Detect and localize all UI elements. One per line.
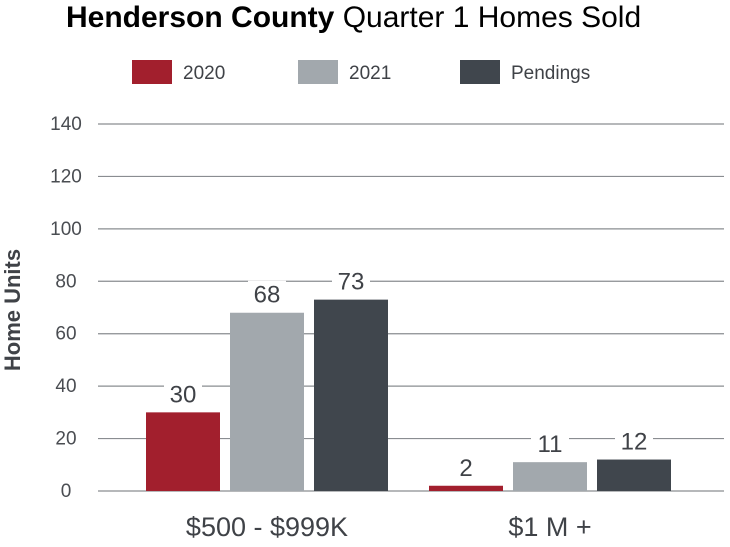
bar-2020 bbox=[146, 412, 220, 491]
y-tick-label: 0 bbox=[61, 481, 72, 502]
y-tick-label: 20 bbox=[55, 429, 76, 450]
data-label-background bbox=[164, 380, 202, 407]
data-labels: 30 68 73 2 11 12 bbox=[164, 267, 653, 482]
data-label-background bbox=[332, 267, 370, 294]
chart-title: Henderson County Quarter 1 Homes Sold bbox=[66, 1, 641, 34]
bar-2021 bbox=[230, 312, 304, 491]
bar-2020 bbox=[429, 485, 503, 491]
y-tick-label: 140 bbox=[50, 114, 82, 135]
legend-swatch-2021 bbox=[298, 60, 338, 84]
data-label: 2 bbox=[459, 455, 472, 482]
legend: 2020 2021 Pendings bbox=[132, 60, 590, 84]
data-label-background bbox=[454, 453, 478, 480]
data-label: 68 bbox=[254, 282, 281, 309]
data-label: 12 bbox=[621, 429, 648, 456]
x-category-label: $1 M + bbox=[508, 512, 591, 542]
chart-title-rest: Quarter 1 Homes Sold bbox=[334, 1, 641, 34]
y-tick-label: 40 bbox=[55, 376, 76, 397]
y-axis-label: Home Units bbox=[0, 249, 25, 371]
y-tick-label: 100 bbox=[50, 219, 82, 240]
y-axis-ticks: 0 20 40 60 80 100 120 140 bbox=[50, 114, 82, 502]
bar-pendings bbox=[597, 459, 671, 491]
y-tick-label: 80 bbox=[55, 271, 76, 292]
legend-label-2020: 2020 bbox=[183, 63, 225, 84]
bar-pendings bbox=[314, 299, 388, 491]
data-label: 30 bbox=[170, 381, 197, 408]
bars bbox=[146, 299, 671, 491]
legend-label-pendings: Pendings bbox=[511, 63, 590, 84]
bar-2021 bbox=[513, 462, 587, 491]
legend-swatch-2020 bbox=[132, 60, 172, 84]
x-category-label: $500 - $999K bbox=[186, 512, 348, 542]
legend-label-2021: 2021 bbox=[349, 63, 391, 84]
data-label-background bbox=[615, 427, 653, 454]
y-tick-label: 60 bbox=[55, 324, 76, 345]
data-label: 73 bbox=[338, 269, 365, 296]
data-label-background bbox=[531, 430, 569, 457]
legend-swatch-pendings bbox=[460, 60, 500, 84]
chart-title-bold: Henderson County bbox=[66, 1, 335, 34]
y-tick-label: 120 bbox=[50, 166, 82, 187]
data-label-background bbox=[248, 280, 286, 307]
data-label: 11 bbox=[538, 431, 563, 458]
x-axis-categories: $500 - $999K $1 M + bbox=[186, 512, 592, 542]
